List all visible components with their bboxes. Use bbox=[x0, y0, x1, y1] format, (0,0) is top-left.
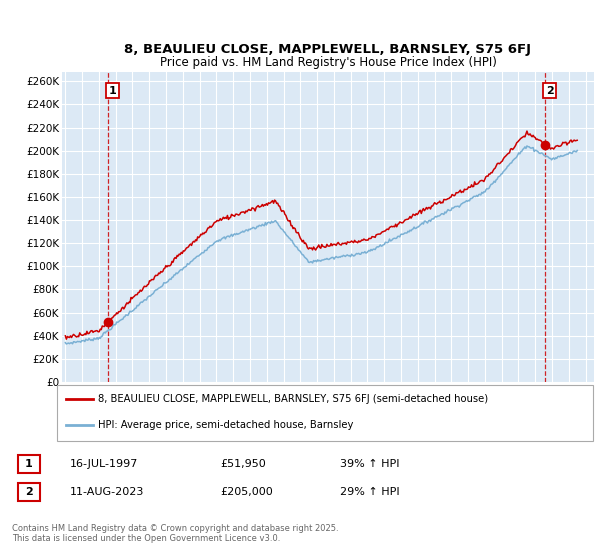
Bar bbox=[18, 483, 40, 501]
Text: £205,000: £205,000 bbox=[220, 487, 273, 497]
Text: 2: 2 bbox=[546, 86, 554, 96]
Text: 39% ↑ HPI: 39% ↑ HPI bbox=[340, 459, 400, 469]
Text: 8, BEAULIEU CLOSE, MAPPLEWELL, BARNSLEY, S75 6FJ: 8, BEAULIEU CLOSE, MAPPLEWELL, BARNSLEY,… bbox=[125, 43, 532, 56]
FancyBboxPatch shape bbox=[58, 385, 593, 441]
Text: 2: 2 bbox=[25, 487, 33, 497]
Text: 8, BEAULIEU CLOSE, MAPPLEWELL, BARNSLEY, S75 6FJ (semi-detached house): 8, BEAULIEU CLOSE, MAPPLEWELL, BARNSLEY,… bbox=[98, 394, 488, 404]
Text: 1: 1 bbox=[109, 86, 116, 96]
Text: 16-JUL-1997: 16-JUL-1997 bbox=[70, 459, 139, 469]
Text: Contains HM Land Registry data © Crown copyright and database right 2025.
This d: Contains HM Land Registry data © Crown c… bbox=[12, 524, 338, 543]
Text: Price paid vs. HM Land Registry's House Price Index (HPI): Price paid vs. HM Land Registry's House … bbox=[160, 56, 496, 69]
Text: 11-AUG-2023: 11-AUG-2023 bbox=[70, 487, 145, 497]
Text: £51,950: £51,950 bbox=[220, 459, 266, 469]
Text: 29% ↑ HPI: 29% ↑ HPI bbox=[340, 487, 400, 497]
Text: HPI: Average price, semi-detached house, Barnsley: HPI: Average price, semi-detached house,… bbox=[98, 421, 354, 431]
Text: 1: 1 bbox=[25, 459, 33, 469]
Bar bbox=[18, 455, 40, 473]
